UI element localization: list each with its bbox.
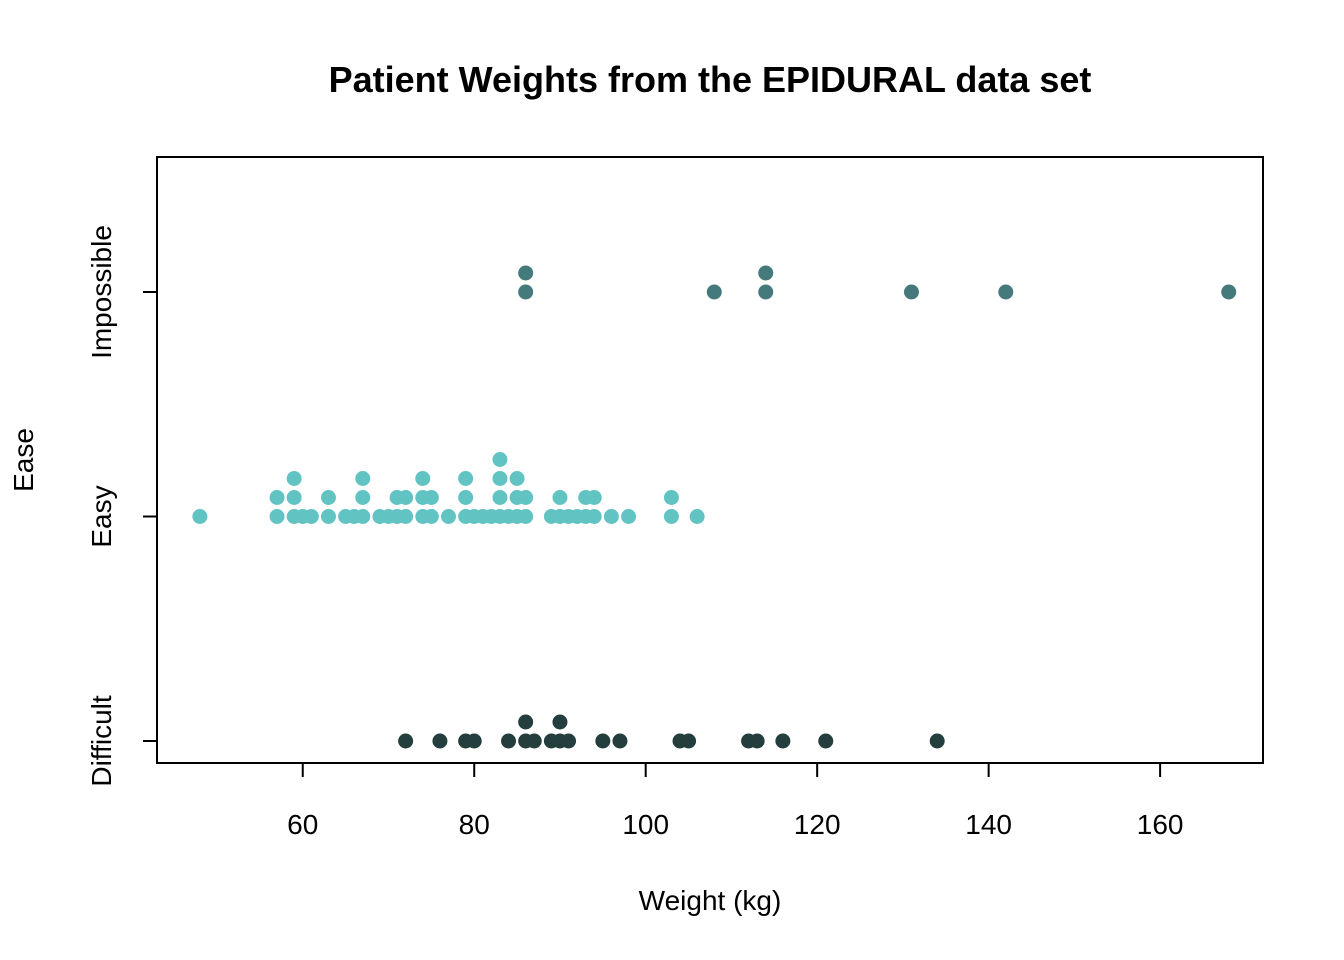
y-axis-label: Ease (8, 428, 39, 492)
data-point-difficult (775, 733, 791, 749)
data-point-easy (552, 490, 568, 505)
data-point-easy (492, 490, 508, 505)
data-point-easy (492, 452, 508, 467)
x-tick-label: 80 (459, 809, 490, 840)
data-point-difficult (681, 733, 697, 749)
data-point-easy (586, 490, 602, 505)
chart-title: Patient Weights from the EPIDURAL data s… (329, 59, 1092, 100)
x-axis: 60 80 100 120 140 160 (287, 763, 1183, 840)
data-point-easy (509, 471, 525, 486)
data-point-difficult (526, 733, 542, 749)
y-tick-label: Difficult (86, 695, 117, 787)
data-point-difficult (432, 733, 448, 749)
data-point-easy (458, 471, 474, 486)
data-point-difficult (466, 733, 482, 749)
data-point-easy (663, 509, 679, 524)
data-point-easy (398, 490, 414, 505)
y-tick-label: Easy (86, 485, 117, 547)
data-point-easy (398, 509, 414, 524)
data-point-easy (441, 509, 457, 524)
x-axis-label: Weight (kg) (639, 885, 782, 916)
data-point-difficult (501, 733, 517, 749)
data-point-easy (518, 490, 534, 505)
x-tick-label: 160 (1137, 809, 1184, 840)
data-point-easy (355, 471, 371, 486)
data-point-impossible (998, 284, 1014, 300)
data-point-easy (663, 490, 679, 505)
data-point-difficult (552, 714, 568, 730)
data-point-easy (286, 490, 302, 505)
data-point-impossible (758, 284, 774, 300)
data-point-easy (320, 509, 336, 524)
data-point-easy (269, 509, 285, 524)
data-point-difficult (749, 733, 765, 749)
data-point-easy (621, 509, 637, 524)
data-point-impossible (1221, 284, 1237, 300)
plot-area (156, 156, 1264, 764)
data-point-difficult (518, 714, 534, 730)
y-axis: Difficult Easy Impossible (86, 225, 157, 787)
data-point-easy (192, 509, 208, 524)
x-tick-label: 100 (622, 809, 669, 840)
data-point-impossible (706, 284, 722, 300)
data-point-easy (492, 471, 508, 486)
data-point-easy (286, 471, 302, 486)
y-tick-label: Impossible (86, 225, 117, 359)
data-point-impossible (758, 265, 774, 281)
data-point-difficult (561, 733, 577, 749)
data-point-easy (423, 490, 439, 505)
data-point-difficult (818, 733, 834, 749)
data-point-impossible (518, 265, 534, 281)
data-points (192, 265, 1237, 749)
data-point-easy (586, 509, 602, 524)
data-point-easy (355, 509, 371, 524)
x-tick-label: 60 (287, 809, 318, 840)
data-point-easy (603, 509, 619, 524)
data-point-easy (415, 471, 431, 486)
data-point-impossible (903, 284, 919, 300)
x-tick-label: 120 (794, 809, 841, 840)
data-point-difficult (595, 733, 611, 749)
data-point-easy (355, 490, 371, 505)
data-point-difficult (612, 733, 628, 749)
data-point-easy (518, 509, 534, 524)
data-point-impossible (518, 284, 534, 300)
x-tick-label: 140 (965, 809, 1012, 840)
data-point-easy (303, 509, 319, 524)
data-point-easy (458, 490, 474, 505)
data-point-difficult (929, 733, 945, 749)
data-point-easy (269, 490, 285, 505)
data-point-easy (423, 509, 439, 524)
data-point-easy (320, 490, 336, 505)
data-point-difficult (398, 733, 414, 749)
data-point-easy (689, 509, 705, 524)
